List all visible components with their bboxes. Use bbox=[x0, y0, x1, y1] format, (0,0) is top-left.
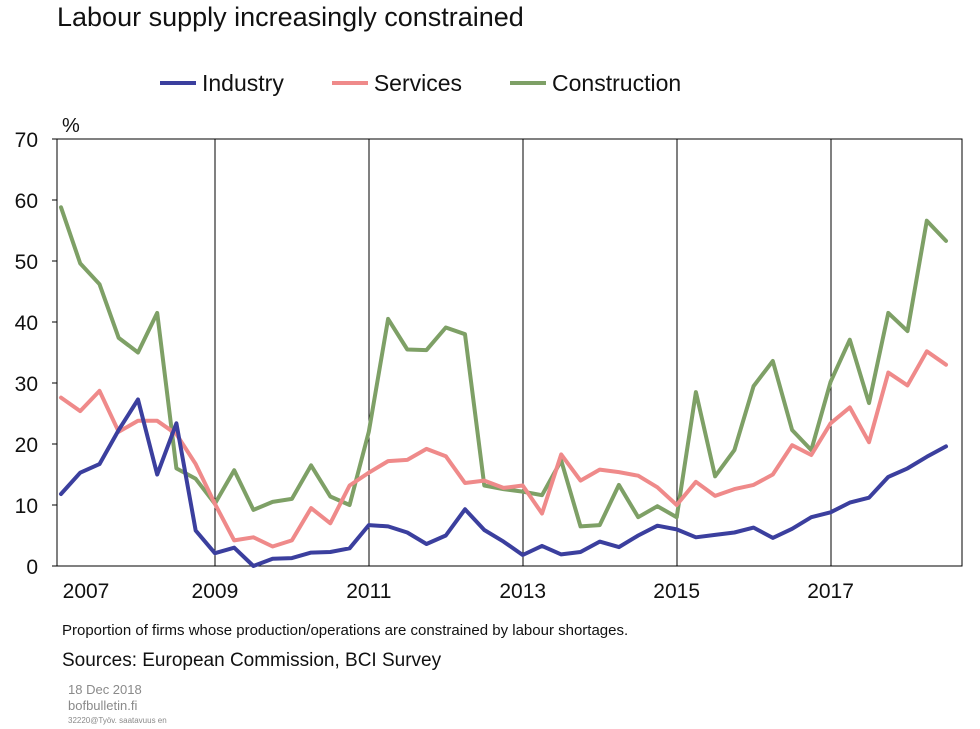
y-axis-label: % bbox=[62, 115, 80, 137]
plot-frame bbox=[56, 138, 963, 567]
y-tick-label-40: 40 bbox=[15, 312, 38, 335]
series-line-services bbox=[59, 349, 948, 549]
legend-swatch-services bbox=[331, 81, 368, 85]
chart-code: 32220@Työv. saatavuus en bbox=[68, 716, 167, 725]
x-tick-label-2009: 2009 bbox=[192, 580, 239, 603]
legend-item-construction: Construction bbox=[510, 70, 681, 97]
y-tick-label-70: 70 bbox=[15, 129, 38, 152]
y-tick-label-20: 20 bbox=[15, 434, 38, 457]
legend-label-construction: Construction bbox=[552, 69, 682, 96]
x-tick-label-2007: 2007 bbox=[63, 580, 110, 603]
legend-item-industry: Industry bbox=[160, 70, 284, 97]
legend-label-industry: Industry bbox=[202, 69, 284, 96]
series-line-industry bbox=[59, 397, 948, 568]
publication-date: 18 Dec 2018 bbox=[68, 682, 142, 697]
legend: Industry Services Construction bbox=[160, 66, 729, 100]
legend-item-services: Services bbox=[331, 69, 463, 97]
x-tick-label-2017: 2017 bbox=[807, 580, 854, 603]
y-tick-label-10: 10 bbox=[15, 495, 38, 518]
x-tick-label-2015: 2015 bbox=[653, 580, 700, 603]
legend-swatch-construction bbox=[510, 81, 547, 85]
chart-sources: Sources: European Commission, BCI Survey bbox=[62, 650, 442, 671]
line-chart: 2007 2009 2011 2013 2015 2017 0 10 20 30 40 50 60 70% bbox=[15, 115, 963, 603]
x-tick-label-2011: 2011 bbox=[346, 580, 391, 603]
y-tick-label-50: 50 bbox=[15, 251, 38, 274]
x-tick-label-2013: 2013 bbox=[499, 580, 546, 603]
chart-title: Labour supply increasingly constrained bbox=[57, 2, 524, 32]
y-tick-label-0: 0 bbox=[26, 556, 38, 579]
chart-note: Proportion of firms whose production/ope… bbox=[62, 622, 629, 639]
legend-swatch-industry bbox=[160, 81, 196, 85]
y-tick-label-60: 60 bbox=[15, 190, 38, 213]
y-tick-label-30: 30 bbox=[15, 373, 38, 396]
legend-label-services: Services bbox=[373, 69, 463, 96]
site-name: bofbulletin.fi bbox=[68, 698, 138, 713]
series-line-construction bbox=[59, 205, 948, 529]
